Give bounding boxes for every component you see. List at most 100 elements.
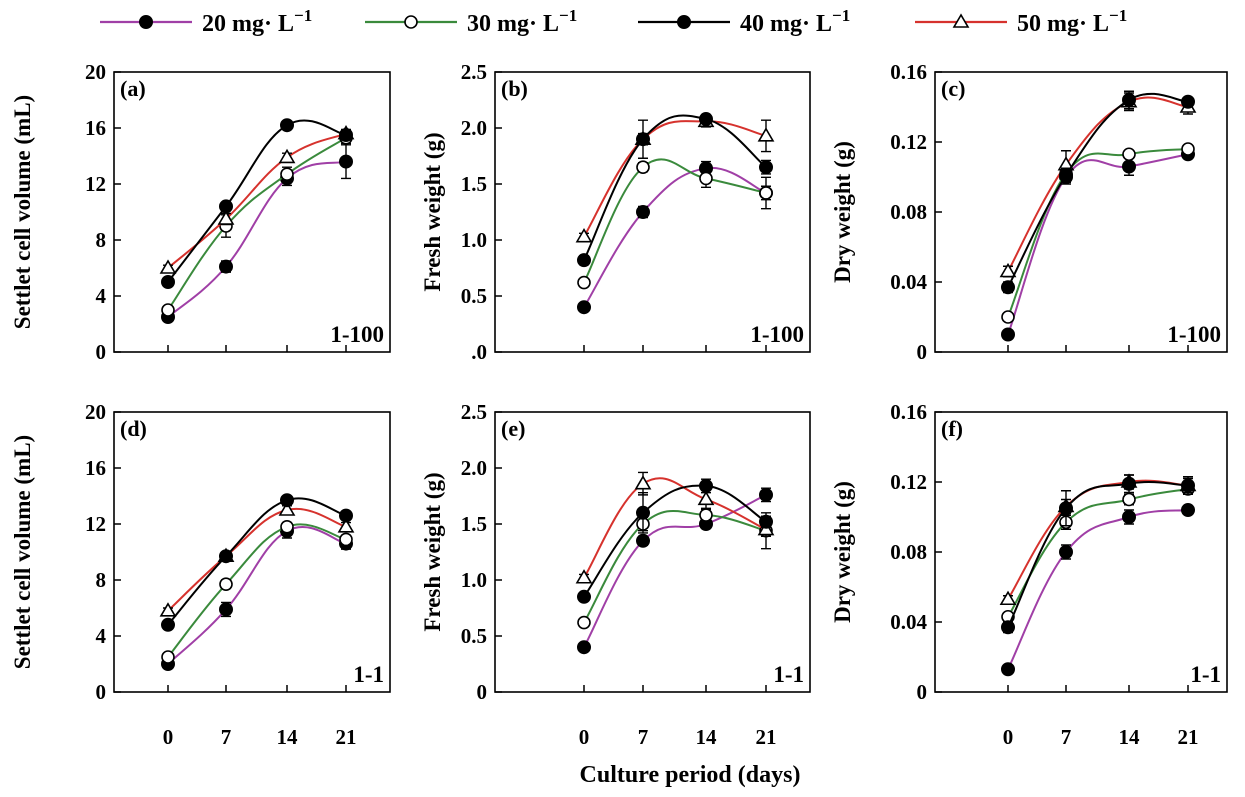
data-point [699,478,713,493]
data-point [159,602,177,617]
legend-marker [952,13,970,28]
x-tick-label: 7 [221,725,232,749]
data-point [636,533,650,548]
series-s20 [1001,147,1195,342]
data-point [1001,620,1015,635]
data-point [1059,501,1073,516]
data-point [280,493,294,508]
treatment-label: 1-1 [1190,662,1221,687]
series-s40 [161,493,353,632]
series-line [583,167,767,308]
series-line [1007,148,1189,318]
data-point [1001,310,1015,324]
data-point [759,487,773,502]
y-tick-label: 0.12 [890,470,927,494]
y-tick-label: 1.5 [461,172,487,196]
data-point [280,118,294,133]
y-axis-label: Fresh weight (g) [420,132,445,291]
x-tick-label: 14 [1119,725,1141,749]
series-s40 [577,112,773,268]
legend-entry-2: 30 mg· L−1 [365,6,577,37]
data-point [1122,510,1136,524]
legend-label-sup: −1 [559,6,577,25]
y-tick-label: 20 [85,400,106,424]
x-tick-label: 7 [1061,725,1072,749]
series-line [1007,509,1189,670]
treatment-label: 1-1 [773,662,804,687]
data-point [699,112,713,127]
treatment-label: 1-100 [750,322,804,347]
data-point [575,569,593,584]
plot-frame [494,411,811,693]
series-s50 [999,473,1197,606]
y-tick-label: 0.08 [890,200,927,224]
series-line [167,525,347,665]
panel-letter: (f) [941,416,963,441]
data-point [757,127,775,142]
panel-letter: (d) [120,416,147,441]
y-tick-label: 0 [917,680,928,704]
data-point [577,253,591,268]
data-point [999,590,1017,606]
legend: 20 mg· L−1 30 mg· L−1 40 mg· L−1 50 mg· L−1 [100,6,1127,37]
legend-label: 50 mg· L−1 [1017,6,1127,37]
data-point [278,148,296,164]
plot-frame [113,411,391,693]
data-point [159,259,177,274]
x-tick-label: 7 [638,725,649,749]
y-tick-label: 12 [85,172,106,196]
y-tick-label: 0.04 [890,610,927,634]
data-point [636,205,650,219]
plot-frame [934,411,1228,693]
data-point [1122,159,1136,174]
data-point [339,532,353,547]
series-s40 [577,478,773,604]
x-tick-label: 14 [277,725,299,749]
data-point [1122,476,1136,491]
series-s30 [1001,142,1195,324]
data-point [161,617,175,632]
data-point [161,303,175,317]
series-s40 [1001,90,1195,295]
series-s50 [575,112,775,243]
y-tick-label: 16 [85,456,106,480]
y-tick-label: 8 [96,568,107,592]
data-point [575,228,593,243]
y-tick-label: 1.0 [461,568,487,592]
data-point [217,210,235,225]
data-point [339,508,353,523]
data-point [577,615,591,630]
x-tick-label: 0 [579,725,590,749]
y-tick-label: 2.5 [461,400,487,424]
data-point [1181,94,1195,109]
panel-d: 0 4 8 12 16 20 0 7 14 21 Settlet cell volume (mL) (… [10,400,391,749]
series-line [583,509,767,624]
data-point [219,199,233,214]
data-point [577,300,591,315]
data-point [759,160,773,175]
y-tick-label: 0 [96,680,107,704]
y-tick-label: 0.5 [461,284,487,308]
treatment-label: 1-100 [1167,322,1221,347]
data-point [1001,327,1015,342]
y-tick-label: 2.0 [461,116,487,140]
panel-f: 0 0.04 0.08 0.12 0.16 0 7 14 21 Dry weight (g) (f)… [830,400,1228,749]
data-point [636,132,650,147]
data-point [699,171,713,186]
data-point [759,186,773,200]
data-point [1001,662,1015,677]
series-line [167,119,347,283]
legend-label-text: 20 mg· L [202,11,294,37]
y-tick-label: 16 [85,116,106,140]
y-tick-label: 12 [85,512,106,536]
series-line [1007,488,1189,618]
series-line [1007,481,1189,628]
data-point [1059,168,1073,183]
data-point [1122,147,1136,162]
series-line [583,120,767,238]
data-point [337,518,355,533]
data-point [219,549,233,564]
data-point [697,490,715,506]
y-tick-label: 0.5 [461,624,487,648]
